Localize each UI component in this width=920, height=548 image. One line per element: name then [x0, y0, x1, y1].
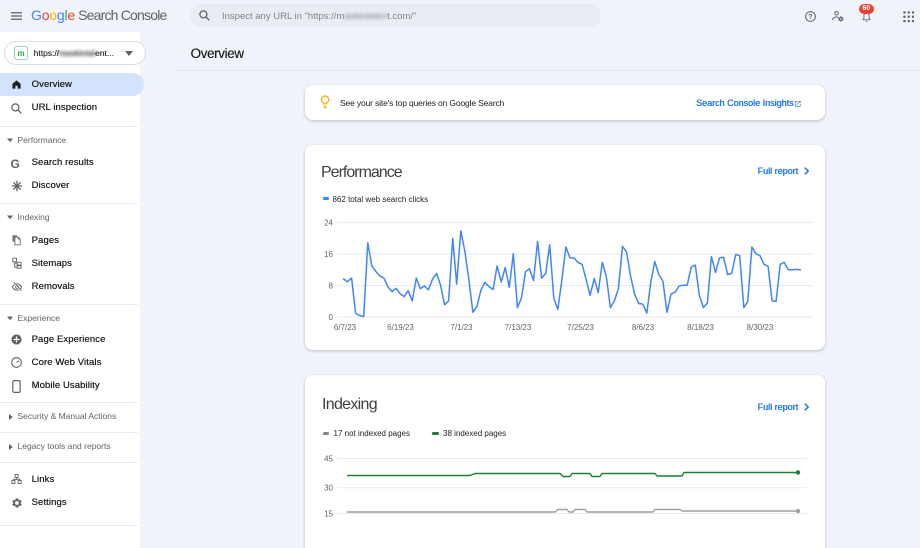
svg-text:24: 24	[324, 218, 333, 227]
svg-text:?: ?	[808, 14, 812, 21]
svg-text:7/25/23: 7/25/23	[567, 323, 594, 332]
svg-text:6/7/23: 6/7/23	[334, 323, 357, 332]
svg-text:7/1/23: 7/1/23	[450, 323, 473, 332]
svg-text:7/13/23: 7/13/23	[505, 323, 532, 332]
svg-text:8/6/23: 8/6/23	[632, 323, 655, 332]
svg-text:15: 15	[324, 509, 333, 518]
svg-text:8: 8	[329, 281, 334, 290]
svg-text:6/19/23: 6/19/23	[387, 323, 414, 332]
svg-text:45: 45	[324, 454, 333, 463]
svg-text:16: 16	[324, 250, 333, 259]
svg-text:0: 0	[329, 313, 334, 322]
svg-text:8/18/23: 8/18/23	[687, 323, 714, 332]
svg-text:30: 30	[324, 484, 333, 493]
svg-text:8/30/23: 8/30/23	[747, 323, 774, 332]
